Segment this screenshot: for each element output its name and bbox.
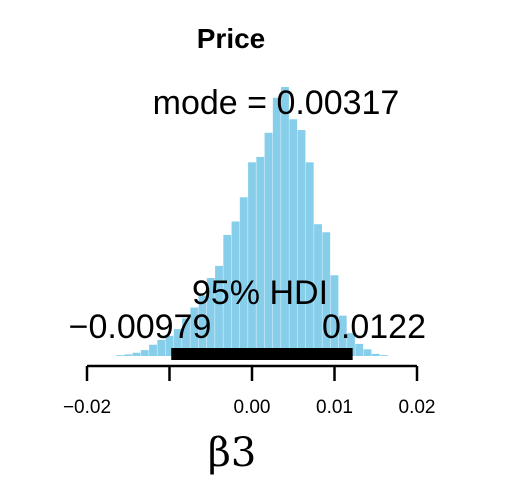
histogram-bar bbox=[165, 335, 174, 356]
x-tick-label: 0.02 bbox=[399, 397, 436, 418]
histogram-bar bbox=[173, 329, 182, 356]
histogram-bar bbox=[371, 353, 380, 356]
histogram-bar bbox=[140, 350, 149, 356]
histogram-bar bbox=[190, 307, 199, 356]
histogram-bar bbox=[248, 162, 256, 356]
histogram-bar bbox=[256, 156, 265, 356]
hdi-label: 95% HDI bbox=[192, 274, 328, 312]
histogram-bar bbox=[198, 295, 207, 356]
histogram-bar bbox=[272, 97, 281, 356]
histogram-bar bbox=[157, 339, 166, 356]
histogram-bar bbox=[223, 234, 232, 356]
histogram-bar bbox=[124, 354, 133, 356]
histogram-bars bbox=[116, 87, 388, 356]
histogram-bar bbox=[363, 349, 372, 356]
x-tick-label: −0.02 bbox=[63, 397, 111, 418]
histogram-bar bbox=[330, 275, 339, 356]
histogram-bar bbox=[149, 344, 157, 356]
histogram-bar bbox=[289, 119, 298, 356]
histogram-bar bbox=[239, 197, 248, 356]
histogram-bar bbox=[314, 224, 322, 356]
histogram-bar bbox=[322, 232, 331, 356]
histogram-bar bbox=[305, 162, 314, 356]
histogram-bar bbox=[297, 130, 306, 356]
histogram-bar bbox=[347, 333, 355, 356]
x-tick-label: 0.00 bbox=[234, 397, 271, 418]
x-tick-label: 0.01 bbox=[316, 397, 353, 418]
hdi-low-value: −0.00979 bbox=[69, 308, 212, 346]
mode-label: mode = 0.00317 bbox=[153, 84, 400, 122]
chart-title: Price bbox=[197, 23, 266, 54]
x-axis: −0.02 0.00 0.01 0.02 bbox=[63, 364, 436, 418]
x-axis-label: β3 bbox=[208, 430, 257, 476]
histogram-bar bbox=[380, 355, 388, 356]
histogram-bar bbox=[215, 265, 223, 356]
histogram-bar bbox=[355, 343, 364, 356]
histogram-bar bbox=[132, 352, 141, 356]
hdi-high-value: 0.0122 bbox=[322, 308, 426, 346]
histogram-bar bbox=[281, 87, 289, 356]
histogram-bar bbox=[116, 355, 124, 356]
histogram-bar bbox=[231, 221, 240, 356]
histogram-bar bbox=[264, 132, 273, 356]
histogram-bar bbox=[182, 318, 190, 356]
histogram-bar bbox=[338, 315, 347, 356]
histogram-bar bbox=[206, 277, 215, 356]
hdi-bar bbox=[171, 348, 353, 360]
